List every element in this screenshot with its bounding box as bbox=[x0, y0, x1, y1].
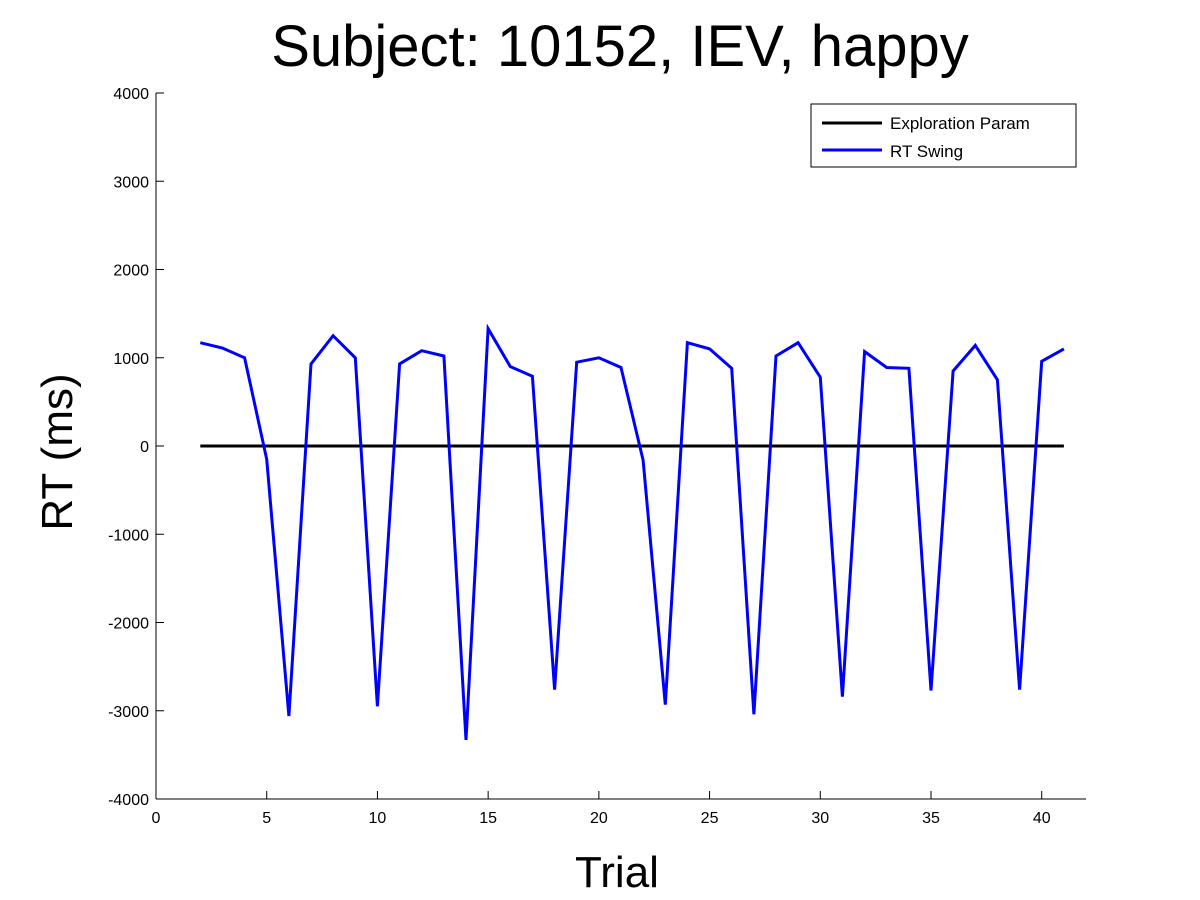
chart-title: Subject: 10152, IEV, happy bbox=[271, 14, 969, 79]
x-tick-label: 15 bbox=[479, 810, 497, 827]
y-tick-label: -4000 bbox=[108, 792, 149, 809]
x-axis-label: Trial bbox=[575, 848, 659, 897]
x-tick-label: 40 bbox=[1033, 810, 1051, 827]
x-tick-label: 35 bbox=[922, 810, 940, 827]
x-tick-label: 20 bbox=[590, 810, 608, 827]
y-tick-label: 0 bbox=[140, 439, 149, 456]
series-layer bbox=[199, 323, 1065, 740]
series-line-rt-swing bbox=[199, 323, 1065, 740]
y-tick-label: 1000 bbox=[113, 351, 149, 368]
y-axis-ticks: -4000 -3000 -2000 -1000 0 1000 2000 3000 4000 bbox=[108, 86, 164, 809]
x-tick-label: 30 bbox=[811, 810, 829, 827]
legend-label-exploration-param: Exploration Param bbox=[890, 114, 1030, 133]
y-tick-label: 3000 bbox=[113, 174, 149, 191]
y-tick-label: -2000 bbox=[108, 616, 149, 633]
y-tick-label: -1000 bbox=[108, 527, 149, 544]
legend: Exploration Param RT Swing bbox=[810, 103, 1077, 168]
legend-box bbox=[810, 103, 1077, 168]
y-tick-label: 2000 bbox=[113, 263, 149, 280]
x-tick-label: 0 bbox=[152, 810, 161, 827]
x-tick-label: 10 bbox=[369, 810, 387, 827]
legend-label-rt-swing: RT Swing bbox=[890, 142, 963, 161]
y-tick-label: 4000 bbox=[113, 86, 149, 103]
x-axis-ticks: 0 5 10 15 20 25 30 35 40 bbox=[152, 791, 1051, 827]
y-axis-label: RT (ms) bbox=[33, 373, 82, 530]
x-tick-label: 25 bbox=[701, 810, 719, 827]
y-tick-label: -3000 bbox=[108, 704, 149, 721]
x-tick-label: 5 bbox=[262, 810, 271, 827]
